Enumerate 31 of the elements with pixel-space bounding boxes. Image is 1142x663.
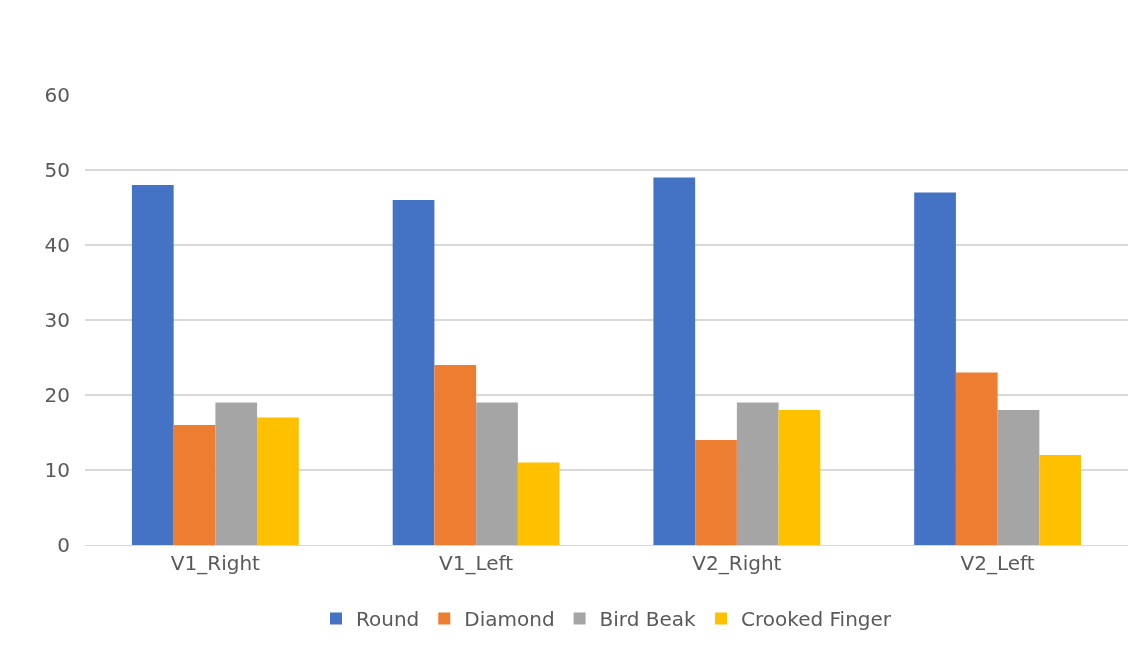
x-tick-label: V1_Left [439, 551, 514, 575]
bar [173, 425, 216, 545]
bar [778, 410, 821, 545]
bar [653, 177, 696, 545]
legend-label: Round [356, 607, 420, 632]
bar [955, 372, 998, 545]
y-tick-label: 20 [44, 383, 70, 407]
x-tick-label: V2_Right [692, 551, 782, 575]
legend-label: Bird Beak [599, 607, 697, 632]
y-tick-label: 60 [44, 83, 70, 107]
legend-label: Diamond [464, 607, 555, 632]
bar [997, 410, 1040, 545]
y-tick-label: 40 [44, 233, 70, 257]
bar [476, 402, 518, 545]
legend-label: Crooked Finger [741, 607, 892, 632]
bar [695, 440, 737, 545]
y-tick-label: 0 [57, 533, 70, 557]
y-tick-label: 30 [44, 308, 70, 332]
y-tick-label: 50 [44, 158, 70, 182]
bar [1039, 455, 1082, 545]
bar [215, 402, 258, 545]
bar [517, 462, 560, 545]
bar [914, 192, 956, 545]
x-tick-label: V1_Right [170, 551, 261, 575]
x-tick-label: V2_Left [960, 551, 1035, 575]
bar [736, 402, 779, 545]
bar [392, 200, 435, 545]
y-tick-label: 10 [44, 458, 70, 482]
bar [257, 417, 299, 545]
bar [434, 365, 477, 545]
bar [131, 185, 174, 545]
